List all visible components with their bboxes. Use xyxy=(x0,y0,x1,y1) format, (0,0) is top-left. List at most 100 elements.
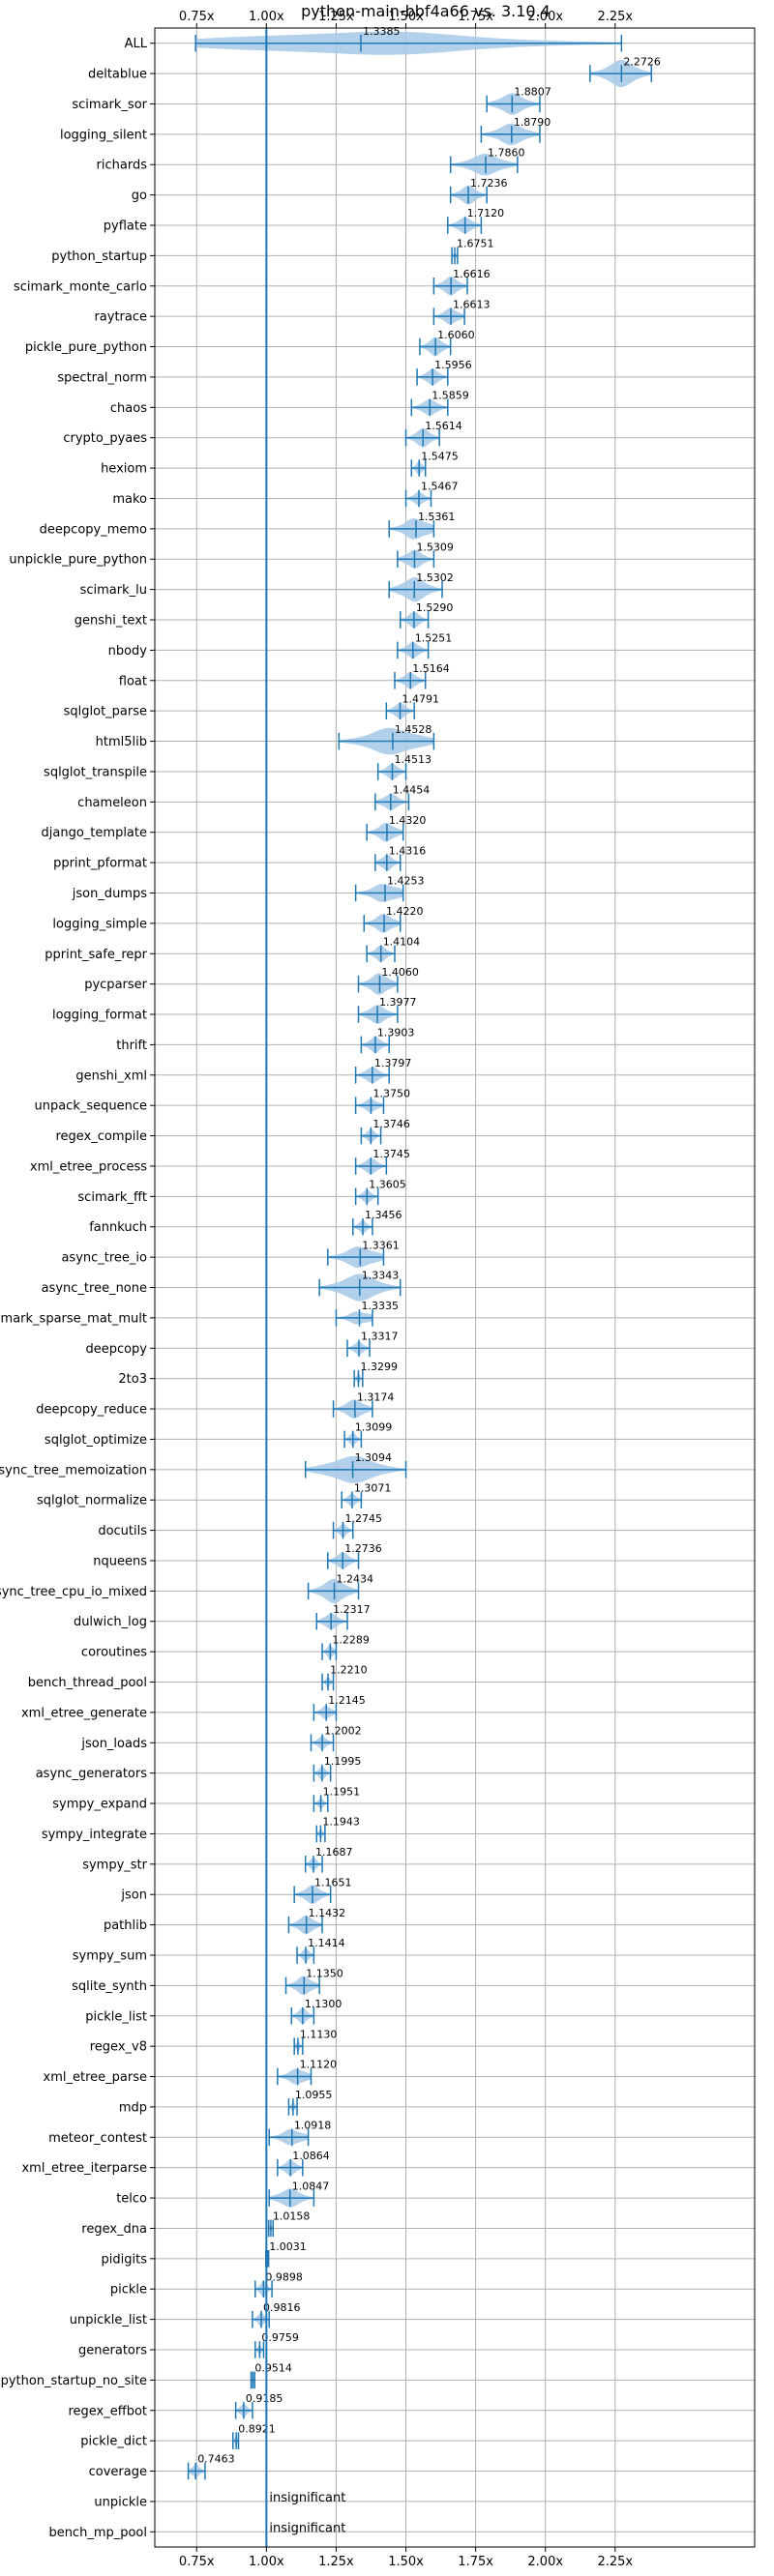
x-tick-label: 1.75x xyxy=(458,10,493,24)
insignificant-label: insignificant xyxy=(269,2491,345,2505)
median-value-label: 1.5302 xyxy=(416,571,454,584)
benchmark-row: sqlglot_normalize 1.3071 xyxy=(37,1481,391,1508)
benchmark-label: hexiom xyxy=(101,462,147,477)
median-value-label: 1.3745 xyxy=(372,1148,410,1160)
benchmark-label: logging_format xyxy=(52,1009,147,1023)
benchmark-label: json_dumps xyxy=(72,887,147,901)
median-value-label: 1.2210 xyxy=(330,1664,368,1677)
benchmark-label: html5lib xyxy=(96,735,147,749)
benchmark-label: thrift xyxy=(116,1039,147,1053)
median-value-label: 1.8790 xyxy=(514,116,551,129)
benchmark-label: regex_v8 xyxy=(90,2040,147,2055)
benchmark-label: crypto_pyaes xyxy=(63,431,147,446)
benchmark-row: regex_dna 1.0158 xyxy=(81,2210,310,2238)
benchmark-row: json_loads 1.2002 xyxy=(80,1724,362,1752)
benchmark-row: async_tree_none 1.3343 xyxy=(42,1270,402,1302)
benchmark-label: async_tree_io xyxy=(61,1251,147,1266)
median-value-label: 1.4528 xyxy=(395,723,432,736)
benchmark-label: regex_compile xyxy=(55,1129,147,1144)
plot-frame xyxy=(154,27,756,2548)
median-value-label: 1.6616 xyxy=(453,268,491,280)
median-value-label: 1.1350 xyxy=(306,1968,343,1980)
benchmark-row: json 1.1651 xyxy=(120,1876,351,1905)
benchmark-label: pickle_dict xyxy=(80,2435,147,2449)
benchmark-row: nqueens 1.2736 xyxy=(93,1542,382,1569)
benchmark-row: float 1.5164 xyxy=(119,662,450,689)
benchmark-label: xml_etree_process xyxy=(30,1159,147,1174)
benchmark-row: xml_etree_parse 1.1120 xyxy=(44,2059,337,2086)
benchmark-label: sympy_expand xyxy=(52,1798,147,1812)
benchmark-row: regex_effbot 0.9185 xyxy=(68,2392,283,2419)
median-value-label: 1.3797 xyxy=(374,1057,412,1069)
median-value-label: 1.0847 xyxy=(292,2180,330,2192)
median-value-label: 0.9898 xyxy=(265,2270,303,2283)
benchmark-label: async_tree_memoization xyxy=(0,1463,147,1478)
benchmark-row: coroutines 1.2289 xyxy=(81,1633,370,1660)
benchmark-row: pickle_list 1.1300 xyxy=(85,1998,342,2025)
median-value-label: 1.1300 xyxy=(305,1998,342,2010)
benchmark-row: pprint_safe_repr 1.4104 xyxy=(45,935,420,963)
benchmark-row: chaos 1.5859 xyxy=(110,390,469,417)
benchmark-row: unpack_sequence 1.3750 xyxy=(34,1087,410,1114)
benchmark-row: xml_etree_process 1.3745 xyxy=(30,1148,410,1175)
x-tick-label: 1.25x xyxy=(318,10,354,24)
median-value-label: 1.0158 xyxy=(273,2210,311,2223)
benchmark-row: django_template 1.4320 xyxy=(42,814,426,842)
benchmark-label: django_template xyxy=(42,826,147,840)
median-value-label: 1.3071 xyxy=(354,1481,392,1494)
benchmark-row: logging_silent 1.8790 xyxy=(60,116,551,146)
median-value-label: 1.0918 xyxy=(294,2120,332,2132)
benchmark-label: mdp xyxy=(119,2100,147,2115)
benchmark-row: pprint_pformat 1.4316 xyxy=(53,844,426,871)
benchmark-label: coverage xyxy=(89,2465,147,2479)
benchmark-label: pidigits xyxy=(102,2252,148,2267)
benchmark-label: go xyxy=(132,189,147,203)
median-value-label: 1.7860 xyxy=(488,146,524,159)
x-tick-label: 2.00x xyxy=(527,2555,563,2569)
benchmark-row: genshi_xml 1.3797 xyxy=(75,1057,411,1084)
median-value-label: 1.3174 xyxy=(357,1390,395,1403)
median-value-label: 1.1414 xyxy=(308,1937,345,1949)
median-value-label: 0.9816 xyxy=(263,2301,301,2314)
median-value-label: 1.6060 xyxy=(437,329,475,341)
insignificant-label: insignificant xyxy=(269,2521,345,2535)
benchmark-label: sympy_integrate xyxy=(42,1828,147,1842)
benchmark-label: dulwich_log xyxy=(74,1615,147,1629)
benchmark-row: async_tree_memoization 1.3094 xyxy=(0,1451,407,1483)
x-tick-label: 2.00x xyxy=(527,10,563,24)
benchmark-label: deltablue xyxy=(88,68,147,82)
benchmark-label: chameleon xyxy=(77,796,147,810)
median-value-label: 1.5251 xyxy=(415,632,453,645)
benchmark-row: logging_format 1.3977 xyxy=(52,996,417,1024)
benchmark-label: regex_dna xyxy=(81,2222,147,2237)
median-value-label: 0.8921 xyxy=(238,2422,276,2435)
x-tick-label: 1.00x xyxy=(249,2555,284,2569)
benchmark-row: sqlite_synth 1.1350 xyxy=(72,1968,343,1996)
benchmark-row: nbody 1.5251 xyxy=(108,632,453,659)
benchmark-row: bench_thread_pool 1.2210 xyxy=(28,1664,368,1691)
benchmark-row: pycparser 1.4060 xyxy=(84,966,419,995)
benchmark-label: coroutines xyxy=(81,1646,147,1660)
benchmark-label: pickle_list xyxy=(85,2009,147,2024)
benchmark-label: nqueens xyxy=(93,1554,147,1568)
benchmark-label: pickle_pure_python xyxy=(25,340,147,355)
benchmark-label: async_tree_none xyxy=(42,1281,147,1296)
benchmark-label: pickle xyxy=(110,2283,147,2298)
median-value-label: 0.7463 xyxy=(197,2453,235,2466)
benchmark-label: scimark_lu xyxy=(80,583,147,598)
benchmark-row: pickle_pure_python 1.6060 xyxy=(25,329,475,357)
median-value-label: 1.3605 xyxy=(369,1179,406,1191)
benchmark-row: raytrace 1.6613 xyxy=(94,298,491,325)
median-value-label: 1.5309 xyxy=(416,541,454,553)
median-value-label: 1.4316 xyxy=(389,844,427,857)
median-value-label: 1.1687 xyxy=(315,1846,353,1859)
benchmark-label: docutils xyxy=(98,1524,147,1538)
benchmark-row: deltablue 2.2726 xyxy=(88,55,661,88)
benchmark-row: dulwich_log 1.2317 xyxy=(74,1603,371,1630)
benchmark-label: regex_effbot xyxy=(68,2404,147,2418)
median-value-label: 1.3299 xyxy=(360,1361,398,1373)
benchmark-label: genshi_text xyxy=(74,614,147,629)
benchmark-row: sqlglot_optimize 1.3099 xyxy=(45,1421,392,1449)
benchmark-row: sympy_sum 1.1414 xyxy=(73,1937,345,1964)
benchmark-row: mako 1.5467 xyxy=(112,481,459,508)
